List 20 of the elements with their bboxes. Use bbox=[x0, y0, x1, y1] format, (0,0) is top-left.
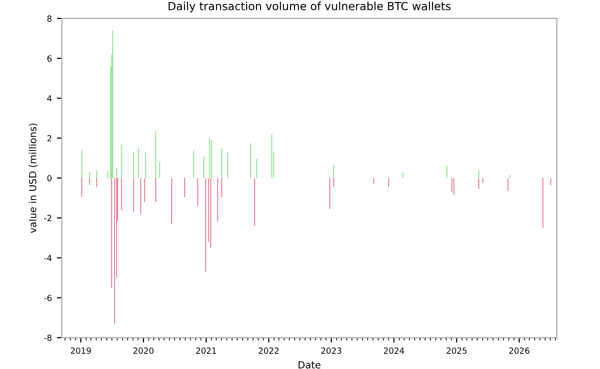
y-tick-label: -4 bbox=[44, 254, 52, 262]
x-tick-label: 2025 bbox=[446, 348, 467, 354]
x-tick-label: 2022 bbox=[258, 348, 279, 354]
y-tick-label: 6 bbox=[47, 55, 52, 62]
y-tick-label: -8 bbox=[44, 334, 52, 341]
chart-title: Daily transaction volume of vulnerable BTC wallets bbox=[168, 2, 450, 12]
x-axis-title: Date bbox=[298, 361, 320, 369]
x-tick-label: 2020 bbox=[133, 348, 154, 354]
y-tick-label: 8 bbox=[47, 15, 52, 22]
x-tick-label: 2026 bbox=[509, 348, 530, 354]
y-tick-label: 2 bbox=[47, 135, 52, 142]
x-tick-label: 2021 bbox=[196, 348, 216, 354]
y-tick-label: -6 bbox=[44, 294, 52, 302]
x-tick-label: 2024 bbox=[384, 348, 404, 354]
x-tick-label: 2023 bbox=[321, 348, 342, 354]
y-tick-label: 4 bbox=[47, 95, 52, 102]
y-tick-label: 0 bbox=[47, 175, 52, 182]
y-tick-label: -2 bbox=[44, 214, 52, 222]
y-axis-title: value in USD (millions) bbox=[28, 124, 38, 233]
x-tick-label: 2019 bbox=[70, 348, 91, 354]
